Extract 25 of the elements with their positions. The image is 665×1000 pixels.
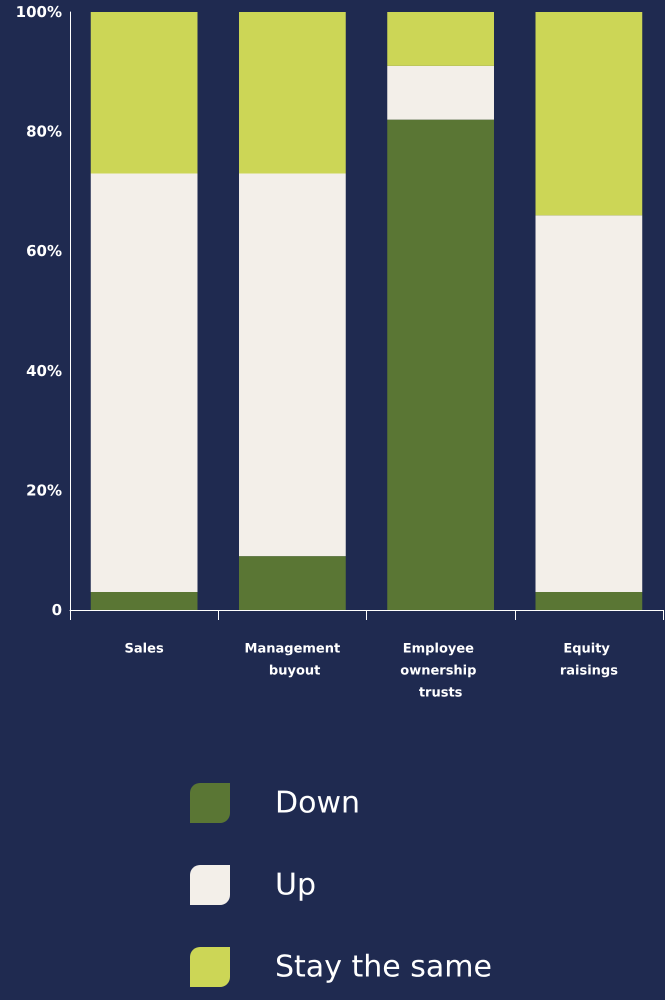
y-tick-label: 60%: [26, 242, 62, 260]
bar: [90, 173, 198, 592]
y-tick-label: 0: [52, 601, 62, 619]
y-tick-label: 80%: [26, 122, 62, 141]
x-tick-label: Employee ownership trusts: [400, 642, 481, 700]
x-tick-label: Sales: [124, 642, 164, 656]
legend-label: Down: [275, 786, 360, 820]
x-tick-label: Management buyout: [244, 642, 340, 678]
bar: [239, 12, 346, 174]
bar: [387, 66, 494, 120]
legend-label: Up: [275, 868, 316, 902]
y-tick-label: 100%: [16, 3, 62, 21]
bar: [239, 173, 346, 556]
bar: [90, 592, 198, 610]
bar: [536, 215, 642, 592]
bar: [536, 12, 642, 216]
x-tick-label: Equity raisings: [560, 642, 618, 678]
bar: [387, 12, 494, 66]
legend-label: Stay the same: [275, 950, 492, 984]
y-tick-label: 40%: [26, 362, 62, 380]
bar: [239, 556, 346, 610]
bar: [387, 120, 494, 610]
bar: [536, 592, 642, 610]
bar: [90, 12, 198, 174]
y-tick-label: 20%: [26, 481, 62, 500]
